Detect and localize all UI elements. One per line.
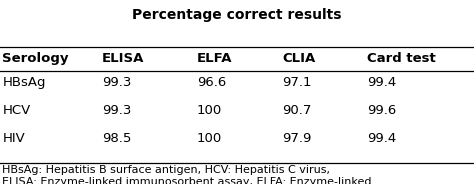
Text: Percentage correct results: Percentage correct results xyxy=(132,8,342,22)
Text: 96.6: 96.6 xyxy=(197,76,226,89)
Text: HBsAg: Hepatitis B surface antigen, HCV: Hepatitis C virus,
ELISA: Enzyme-linked: HBsAg: Hepatitis B surface antigen, HCV:… xyxy=(2,165,372,184)
Text: HIV: HIV xyxy=(2,132,25,145)
Text: 99.3: 99.3 xyxy=(102,76,131,89)
Text: Serology: Serology xyxy=(2,52,69,65)
Text: 90.7: 90.7 xyxy=(282,104,311,117)
Text: CLIA: CLIA xyxy=(282,52,315,65)
Text: 100: 100 xyxy=(197,132,222,145)
Text: 100: 100 xyxy=(197,104,222,117)
Text: HCV: HCV xyxy=(2,104,31,117)
Text: 99.3: 99.3 xyxy=(102,104,131,117)
Text: 99.6: 99.6 xyxy=(367,104,397,117)
Text: ELFA: ELFA xyxy=(197,52,232,65)
Text: 97.9: 97.9 xyxy=(282,132,311,145)
Text: Card test: Card test xyxy=(367,52,436,65)
Text: ELISA: ELISA xyxy=(102,52,144,65)
Text: 99.4: 99.4 xyxy=(367,132,397,145)
Text: 97.1: 97.1 xyxy=(282,76,311,89)
Text: HBsAg: HBsAg xyxy=(2,76,46,89)
Text: 98.5: 98.5 xyxy=(102,132,131,145)
Text: 99.4: 99.4 xyxy=(367,76,397,89)
